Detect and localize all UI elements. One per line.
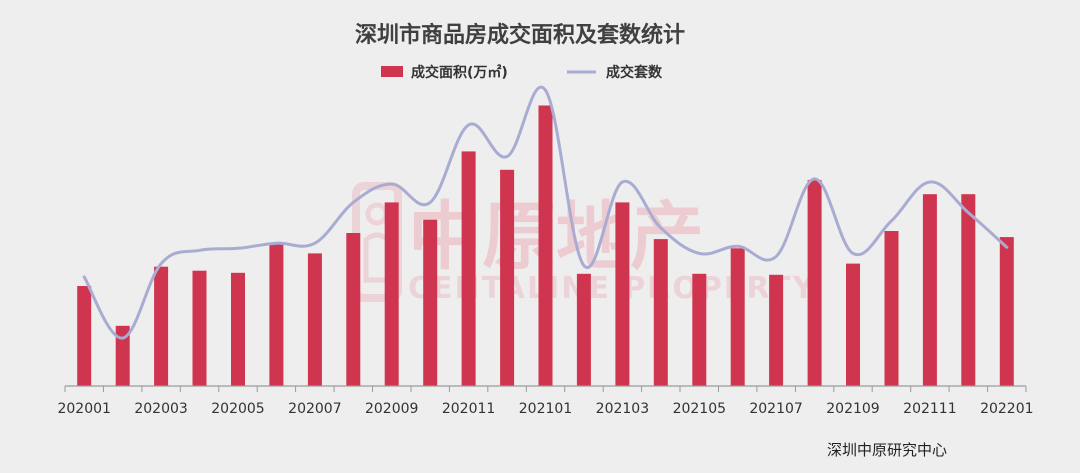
x-tick-label-202111: 202111	[903, 401, 956, 417]
bar-202111	[922, 194, 937, 386]
bar-202003	[154, 266, 169, 386]
x-tick-label-202103: 202103	[596, 401, 649, 417]
x-tick-label-202011: 202011	[442, 401, 495, 417]
legend-label-area: 成交面积(万㎡)	[411, 64, 508, 81]
bar-202108	[807, 180, 822, 386]
bar-202201	[999, 237, 1014, 386]
bar-202006	[269, 244, 284, 386]
line-units	[82, 85, 1009, 340]
bar-202008	[346, 233, 361, 386]
bar-202005	[231, 272, 245, 386]
x-tick-label-202105: 202105	[673, 401, 726, 417]
x-tick-label-202003: 202003	[134, 401, 187, 417]
bar-202101	[538, 105, 553, 386]
x-axis-tick-labels: 202001 202003 202005 202007 202009 202011 2021…	[57, 401, 1033, 417]
x-tick-label-202001: 202001	[57, 401, 110, 417]
bar-202112	[961, 194, 976, 386]
bar-202012	[500, 169, 515, 386]
x-tick-label-202109: 202109	[826, 401, 879, 417]
bar-202011	[461, 151, 476, 386]
bar-202109	[846, 263, 860, 386]
line-series	[82, 85, 1009, 340]
bar-202009	[384, 202, 399, 386]
bar-202107	[769, 274, 784, 386]
x-tick-label-202101: 202101	[519, 401, 572, 417]
bar-202002	[115, 325, 130, 386]
x-tick-label-202009: 202009	[365, 401, 418, 417]
bar-202004	[192, 270, 207, 386]
bar-202102	[576, 273, 591, 386]
x-axis-ticks	[64, 386, 1027, 392]
bar-202106	[730, 248, 745, 386]
x-tick-label-202005: 202005	[211, 401, 264, 417]
bar-202010	[423, 219, 438, 386]
source-note: 深圳中原研究中心	[827, 441, 947, 459]
bar-202104	[653, 239, 668, 386]
chart-title: 深圳市商品房成交面积及套数统计	[355, 22, 685, 48]
x-tick-label-202007: 202007	[288, 401, 341, 417]
watermark-en: CENTALINE PROPERTY	[408, 271, 816, 306]
legend-swatch-area	[381, 66, 403, 77]
bar-202007	[307, 253, 322, 386]
bar-series	[77, 105, 1014, 386]
legend-label-units: 成交套数	[606, 64, 663, 81]
x-tick-label-202107: 202107	[749, 401, 802, 417]
bar-202105	[692, 273, 707, 386]
bar-202001	[77, 286, 92, 386]
x-tick-label-202201: 202201	[980, 401, 1033, 417]
bar-202103	[615, 202, 630, 386]
bar-202110	[884, 231, 899, 386]
legend: 成交面积(万㎡) 成交套数	[381, 64, 663, 81]
